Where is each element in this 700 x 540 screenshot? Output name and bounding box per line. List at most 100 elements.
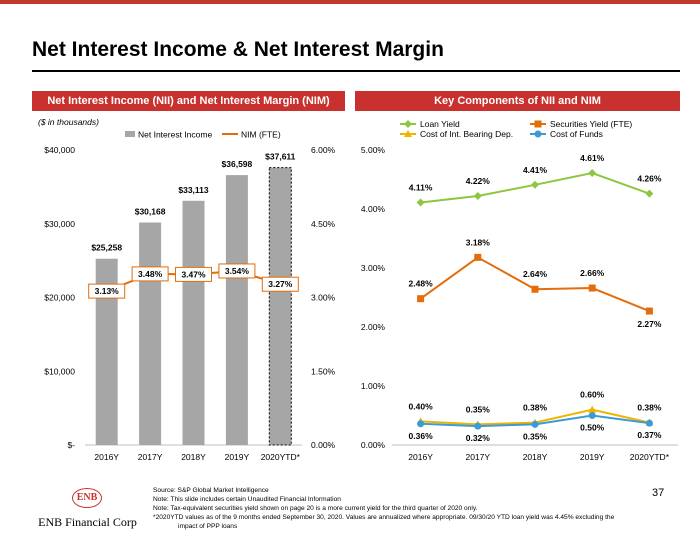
series-point [531, 420, 539, 428]
top-accent-bar [0, 0, 700, 4]
x-tick-label: 2018Y [181, 452, 206, 462]
legend-marker [404, 130, 412, 137]
series-point [531, 285, 539, 293]
nii-bar [225, 175, 248, 445]
page-number: 37 [652, 487, 665, 499]
x-tick-label: 2020YTD* [261, 452, 301, 462]
series-data-label: 4.61% [580, 153, 605, 163]
nim-label-box [261, 276, 299, 292]
legend-nii-label: Net Interest Income [138, 130, 212, 140]
nii-bar-label: $36,598 [222, 159, 253, 169]
series-data-label: 2.48% [409, 279, 434, 289]
x-tick-label: 2020YTD* [630, 452, 670, 462]
y-tick-label: $20,000 [44, 293, 75, 303]
legend-nim-label: NIM (FTE) [241, 130, 281, 140]
y2-tick-label: 0.00% [311, 440, 336, 450]
series-point [473, 192, 482, 201]
y-tick-label: 4.00% [361, 204, 386, 214]
y2-tick-label: 3.00% [311, 293, 336, 303]
nii-bar-label: $37,611 [265, 152, 296, 162]
company-logo: ENB ENB Financial Corp [30, 488, 145, 530]
nii-bar [268, 167, 292, 446]
nim-data-label: 3.47% [181, 269, 206, 279]
x-tick-label: 2018Y [523, 452, 548, 462]
series-point [474, 422, 482, 430]
series-data-label: 0.40% [409, 401, 434, 411]
y-tick-label: 5.00% [361, 145, 386, 155]
title-rule [32, 70, 680, 72]
units-note: ($ in thousands) [38, 117, 99, 127]
series-data-label: 0.60% [580, 390, 605, 400]
series-point [645, 189, 654, 198]
nii-bar [182, 200, 205, 445]
series-data-label: 2.27% [637, 319, 662, 329]
nim-data-label: 3.13% [95, 286, 120, 296]
series-data-label: 4.41% [523, 165, 548, 175]
series-data-label: 0.38% [523, 403, 548, 413]
nim-data-label: 3.27% [268, 279, 293, 289]
x-tick-label: 2016Y [94, 452, 119, 462]
y2-tick-label: 6.00% [311, 145, 336, 155]
series-data-label: 2.66% [580, 268, 605, 278]
series-data-label: 0.38% [637, 403, 662, 413]
y-tick-label: $40,000 [44, 145, 75, 155]
x-tick-label: 2016Y [408, 452, 433, 462]
y2-tick-label: 4.50% [311, 219, 336, 229]
legend-label: Cost of Funds [550, 129, 603, 139]
series-point [417, 420, 425, 428]
series-point [416, 198, 425, 207]
logo-company-name: ENB Financial Corp [38, 515, 137, 529]
nim-label-box [218, 263, 256, 279]
legend-nii-swatch [125, 131, 135, 137]
legend-marker [534, 120, 542, 128]
footnote-ytd: *2020YTD values as of the 9 months ended… [153, 514, 615, 521]
nii-bar-label: $25,258 [91, 243, 122, 253]
series-data-label: 0.35% [523, 431, 548, 441]
legend-label: Loan Yield [420, 119, 460, 129]
series-data-label: 3.18% [466, 237, 491, 247]
nim-data-label: 3.48% [138, 269, 163, 279]
nim-label-box [88, 283, 126, 299]
y-tick-label: 3.00% [361, 263, 386, 273]
footnote-tax-equivalent: Note: Tax-equivalent securities yield sh… [153, 505, 478, 512]
series-data-label: 0.35% [466, 404, 491, 414]
series-point [588, 405, 597, 413]
series-data-label: 0.37% [637, 430, 662, 440]
series-line [420, 256, 650, 312]
series-data-label: 2.64% [523, 269, 548, 279]
page-title: Net Interest Income & Net Interest Margi… [32, 38, 444, 61]
series-point [588, 169, 597, 178]
y-tick-label: 1.00% [361, 381, 386, 391]
x-tick-label: 2019Y [225, 452, 250, 462]
y-tick-label: $30,000 [44, 219, 75, 229]
logo-seal: ENB [72, 488, 102, 508]
y-tick-label: 2.00% [361, 322, 386, 332]
nii-bar [95, 258, 118, 445]
nim-label-box [131, 266, 169, 282]
legend-marker [534, 130, 542, 138]
series-point [474, 253, 482, 261]
legend-marker [404, 120, 412, 128]
series-point [645, 307, 653, 315]
series-data-label: 4.22% [466, 176, 491, 186]
series-data-label: 0.32% [466, 433, 491, 443]
nii-bar-label: $33,113 [178, 185, 209, 195]
legend-label: Cost of Int. Bearing Dep. [420, 129, 513, 139]
legend-label: Securities Yield (FTE) [550, 119, 632, 129]
footnote-unaudited: Note: This slide includes certain Unaudi… [153, 496, 341, 503]
series-data-label: 4.11% [409, 183, 433, 193]
series-data-label: 0.50% [580, 423, 605, 433]
series-point [588, 412, 596, 419]
x-tick-label: 2017Y [138, 452, 163, 462]
x-tick-label: 2019Y [580, 452, 605, 462]
y-tick-label: 0.00% [361, 440, 386, 450]
footnote-source: Source: S&P Global Market Intelligence [153, 487, 269, 494]
nim-data-label: 3.54% [225, 266, 250, 276]
left-panel-header: Net Interest Income (NII) and Net Intere… [32, 91, 345, 111]
x-tick-label: 2017Y [466, 452, 491, 462]
series-data-label: 0.36% [409, 431, 434, 441]
series-data-label: 4.26% [637, 174, 662, 184]
right-panel-header: Key Components of NII and NIM [355, 91, 680, 111]
